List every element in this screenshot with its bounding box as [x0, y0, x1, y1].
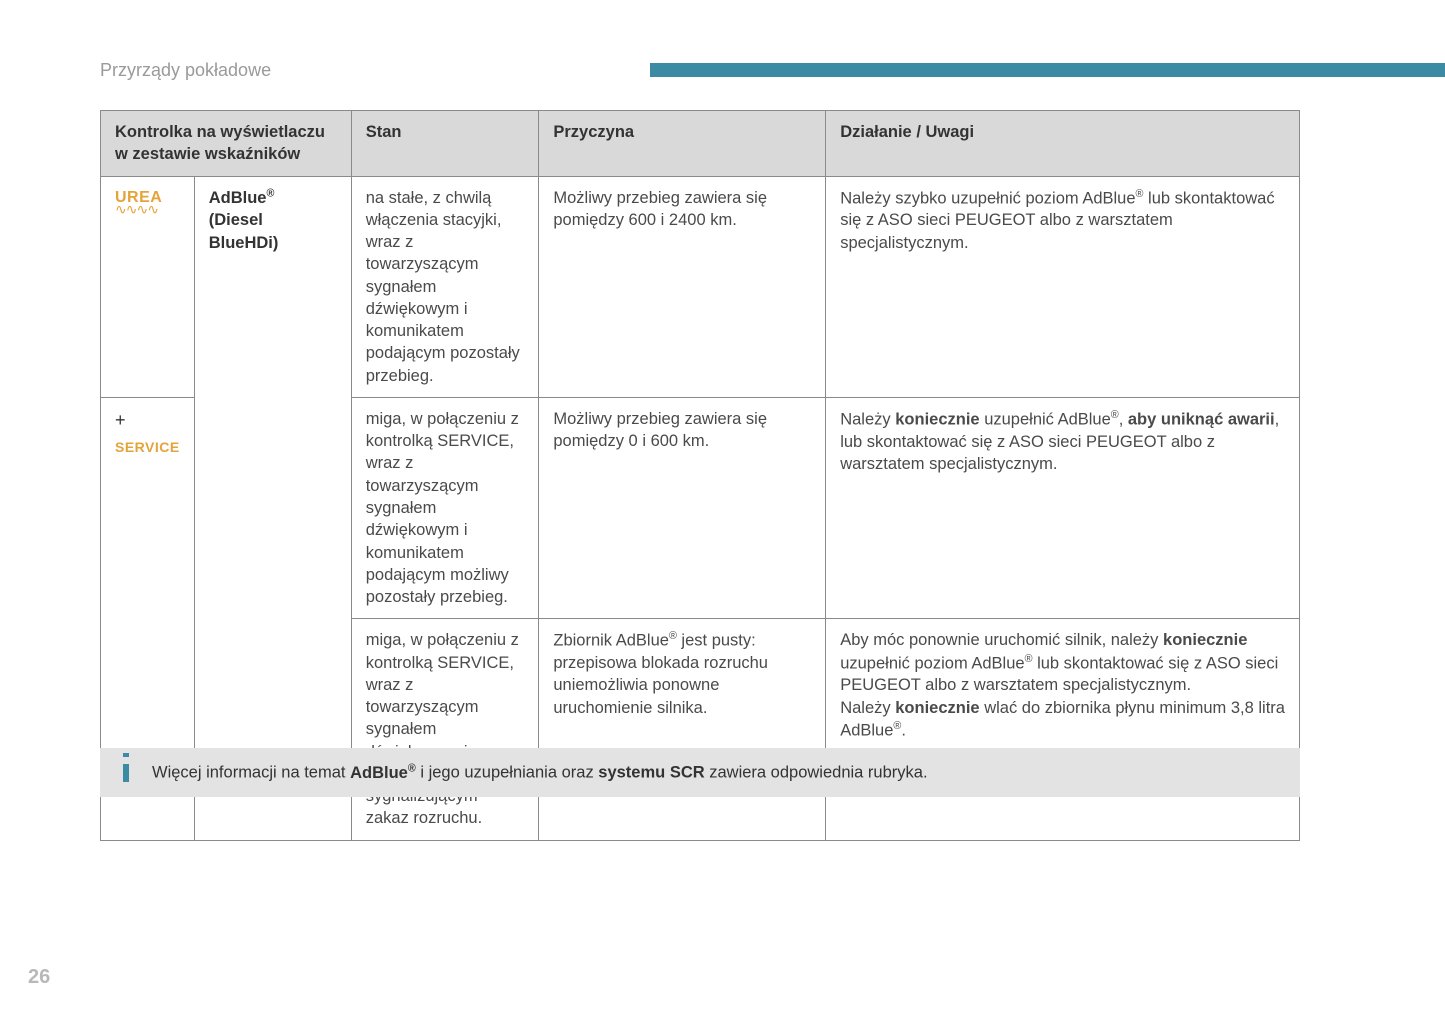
- col-header-przyczyna: Przyczyna: [539, 111, 826, 177]
- urea-icon-cell: UREA ∿∿∿∿: [101, 176, 195, 397]
- row2-przyczyna: Możliwy przebieg zawiera się pomiędzy 0 …: [539, 397, 826, 618]
- row2-dzialanie: Należy koniecznie uzupełnić AdBlue®, aby…: [826, 397, 1300, 618]
- col-header-dzialanie: Działanie / Uwagi: [826, 111, 1300, 177]
- info-icon: [120, 758, 129, 788]
- info-note: Więcej informacji na temat AdBlue® i jeg…: [100, 748, 1300, 797]
- row3-dzialanie: Aby móc ponownie uruchomić silnik, należ…: [826, 619, 1300, 840]
- table-header-row: Kontrolka na wyświetlaczu w zestawie wsk…: [101, 111, 1300, 177]
- service-icon: SERVICE: [115, 438, 180, 457]
- header-accent-bar: [650, 63, 1445, 77]
- col-header-stan: Stan: [351, 111, 539, 177]
- table-row: UREA ∿∿∿∿ AdBlue® (Diesel BlueHDi) na st…: [101, 176, 1300, 397]
- row1-stan: na stałe, z chwilą włączenia stacyjki, w…: [351, 176, 539, 397]
- row3-stan: miga, w połączeniu z kontrolką SERVICE, …: [351, 619, 539, 840]
- adblue-label: AdBlue® (Diesel BlueHDi): [209, 189, 279, 252]
- section-title: Przyrządy pokładowe: [100, 60, 271, 80]
- plus-icon: +: [115, 408, 180, 432]
- page-number: 26: [28, 966, 50, 989]
- warning-lights-table: Kontrolka na wyświetlaczu w zestawie wsk…: [100, 110, 1300, 841]
- row2-stan: miga, w połączeniu z kontrolką SERVICE, …: [351, 397, 539, 618]
- info-text: Więcej informacji na temat AdBlue® i jeg…: [152, 764, 928, 782]
- row3-przyczyna: Zbiornik AdBlue® jest pusty: przepisowa …: [539, 619, 826, 840]
- adblue-label-cell: AdBlue® (Diesel BlueHDi): [194, 176, 351, 840]
- col-header-kontrolka: Kontrolka na wyświetlaczu w zestawie wsk…: [101, 111, 352, 177]
- row1-przyczyna: Możliwy przebieg zawiera się pomiędzy 60…: [539, 176, 826, 397]
- row1-dzialanie: Należy szybko uzupełnić poziom AdBlue® l…: [826, 176, 1300, 397]
- urea-wave-icon: ∿∿∿∿: [115, 206, 180, 213]
